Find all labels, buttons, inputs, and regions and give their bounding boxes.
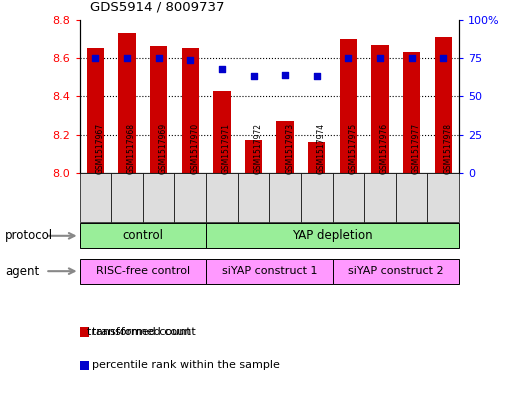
Point	[344, 55, 352, 61]
Bar	[238, 173, 269, 222]
Text: GSM1517975: GSM1517975	[348, 123, 358, 174]
Point	[154, 55, 163, 61]
Text: agent: agent	[5, 264, 40, 278]
Text: transformed count: transformed count	[80, 327, 190, 337]
Text: GDS5914 / 8009737: GDS5914 / 8009737	[90, 1, 224, 14]
Bar	[213, 90, 230, 173]
Bar	[277, 121, 294, 173]
Bar	[206, 173, 238, 222]
Text: GSM1517970: GSM1517970	[190, 123, 199, 174]
Text: YAP depletion: YAP depletion	[292, 229, 373, 242]
Text: GSM1517977: GSM1517977	[411, 123, 421, 174]
Text: GSM1517969: GSM1517969	[159, 123, 168, 174]
Text: GSM1517976: GSM1517976	[380, 123, 389, 174]
Text: GSM1517972: GSM1517972	[253, 123, 263, 174]
Text: siYAP construct 1: siYAP construct 1	[222, 266, 317, 276]
Bar	[301, 173, 332, 222]
Text: RISC-free control: RISC-free control	[96, 266, 190, 276]
Bar	[332, 259, 459, 284]
Point	[123, 55, 131, 61]
Bar	[87, 48, 104, 173]
Text: GSM1517973: GSM1517973	[285, 123, 294, 174]
Point	[249, 73, 258, 79]
Text: control: control	[122, 229, 163, 242]
Bar	[119, 33, 135, 173]
Bar	[143, 173, 174, 222]
Text: GSM1517971: GSM1517971	[222, 123, 231, 174]
Text: GSM1517974: GSM1517974	[317, 123, 326, 174]
Point	[218, 66, 226, 72]
Text: GSM1517967: GSM1517967	[95, 123, 104, 174]
Point	[407, 55, 416, 61]
Bar	[396, 173, 427, 222]
Bar	[364, 173, 396, 222]
Bar	[80, 259, 206, 284]
Bar	[340, 39, 357, 173]
Point	[91, 55, 100, 61]
Point	[439, 55, 447, 61]
Bar	[435, 37, 452, 173]
Point	[376, 55, 384, 61]
Bar	[80, 223, 206, 248]
Text: GSM1517968: GSM1517968	[127, 123, 136, 174]
Bar	[111, 173, 143, 222]
Bar	[150, 46, 167, 173]
Text: protocol: protocol	[5, 229, 53, 242]
Point	[281, 72, 289, 78]
Bar	[427, 173, 459, 222]
Text: GSM1517978: GSM1517978	[443, 123, 452, 174]
Bar	[308, 142, 325, 173]
Text: percentile rank within the sample: percentile rank within the sample	[92, 360, 280, 371]
Bar	[269, 173, 301, 222]
Bar	[80, 173, 111, 222]
Bar	[332, 173, 364, 222]
Bar	[371, 44, 389, 173]
Text: siYAP construct 2: siYAP construct 2	[348, 266, 444, 276]
Bar	[403, 52, 420, 173]
Bar	[206, 259, 332, 284]
Bar	[206, 223, 459, 248]
Text: transformed count: transformed count	[92, 327, 196, 337]
Bar	[182, 48, 199, 173]
Point	[312, 73, 321, 79]
Bar	[174, 173, 206, 222]
Point	[186, 56, 194, 62]
Bar	[245, 140, 262, 173]
